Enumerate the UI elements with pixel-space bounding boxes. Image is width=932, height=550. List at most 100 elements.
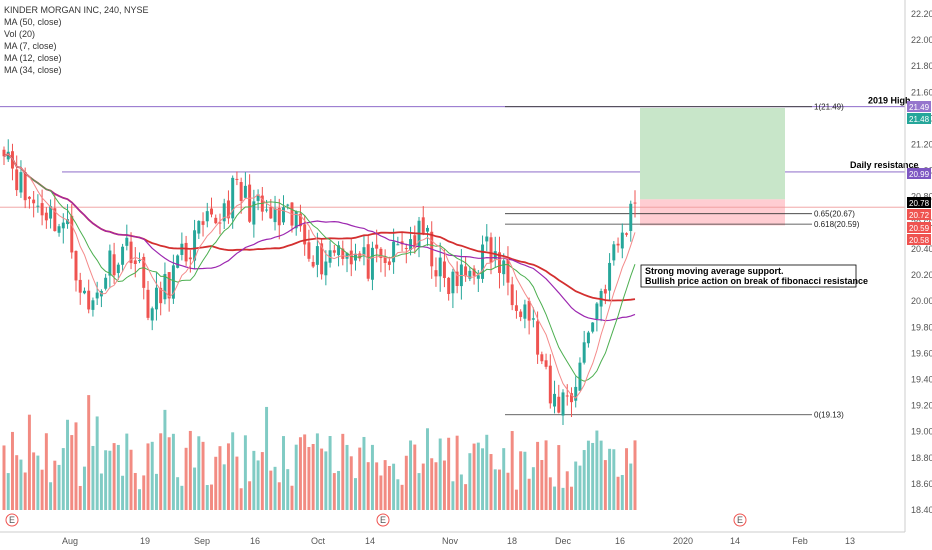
volume-bar <box>23 472 27 510</box>
volume-bar <box>129 449 133 510</box>
volume-bar <box>328 436 332 510</box>
volume-bar <box>176 477 180 510</box>
candle-body <box>476 275 480 279</box>
volume-bar <box>315 433 319 510</box>
volume-bar <box>523 451 527 510</box>
candle-body <box>286 204 290 206</box>
volume-bar <box>451 481 455 510</box>
volume-bar <box>138 489 141 510</box>
y-tick-label: 22.00 <box>911 35 932 45</box>
volume-bar <box>277 482 281 510</box>
label-layer: 2019 High Daily resistance 1(21.49) 0.65(20… <box>5 96 919 527</box>
candle-body <box>44 212 48 221</box>
x-tick-label: Oct <box>311 536 326 546</box>
volume-bar <box>167 437 171 510</box>
volume-bar <box>78 485 82 510</box>
volume-bar <box>591 442 595 510</box>
volume-bar <box>87 395 91 510</box>
candle-body <box>311 261 315 267</box>
candle-body <box>434 270 438 277</box>
volume-bar <box>180 485 184 510</box>
y-tick-label: 19.80 <box>911 322 932 332</box>
volume-bar <box>32 452 36 510</box>
candle-body <box>214 217 218 224</box>
volume-bar <box>536 441 540 510</box>
volume-bar <box>171 433 175 510</box>
candle-body <box>6 151 10 160</box>
volume-bar <box>70 435 74 510</box>
earnings-marker-label: E <box>737 515 743 525</box>
volume-bar <box>15 455 19 510</box>
volume-bar <box>629 463 633 510</box>
volume-bar <box>625 448 629 510</box>
legend-title: KINDER MORGAN INC, 240, NYSE <box>4 5 149 15</box>
candle-body <box>337 245 341 256</box>
volume-bar <box>633 440 637 510</box>
volume-bar <box>154 473 158 510</box>
candle-body <box>358 253 362 259</box>
volume-bar <box>311 443 315 510</box>
candle-body <box>116 264 120 274</box>
volume-bar <box>337 470 341 510</box>
candle-body <box>138 260 141 262</box>
candle-body <box>409 239 413 251</box>
x-tick-label: 13 <box>845 536 855 546</box>
y-tick-label: 20.80 <box>911 192 932 202</box>
volume-bar <box>260 452 264 510</box>
x-tick-label: 19 <box>140 536 150 546</box>
volume-bar <box>104 450 108 510</box>
candle-body <box>493 251 497 260</box>
volume-bar <box>417 473 421 510</box>
volume-bar <box>468 453 472 510</box>
volume-bar <box>498 469 501 510</box>
candle-body <box>612 244 616 261</box>
candle-body <box>349 250 353 265</box>
volume-bar <box>514 489 518 510</box>
volume-bar <box>502 448 506 510</box>
x-tick-label: 16 <box>250 536 260 546</box>
volume-bar <box>53 460 57 510</box>
candle-body <box>498 252 501 273</box>
candle-body <box>608 262 612 291</box>
volume-bar <box>354 478 357 510</box>
volume-bar <box>184 447 188 510</box>
volume-bar <box>375 462 379 510</box>
candle-body <box>197 220 201 234</box>
ma34-line <box>3 153 636 322</box>
volume-bar <box>82 466 86 510</box>
candle-body <box>146 289 150 318</box>
candle-body <box>32 199 36 204</box>
candle-body <box>514 305 518 311</box>
x-tick-label: Nov <box>442 536 459 546</box>
candle-body <box>468 270 472 279</box>
candle-body <box>426 227 429 232</box>
volume-bar <box>10 431 14 510</box>
candle-body <box>565 395 569 397</box>
x-tick-label: Sep <box>194 536 210 546</box>
volume-bar <box>205 485 209 510</box>
y-tick-label: 20.20 <box>911 270 932 280</box>
stop-zone <box>640 199 785 226</box>
price-badge-label: 21.48 <box>909 115 930 124</box>
candle-body <box>616 243 620 246</box>
candle-body <box>455 271 459 286</box>
candle-body <box>370 247 374 280</box>
volume-bar <box>36 455 40 510</box>
volume-bar <box>112 443 116 510</box>
candle-body <box>540 354 544 362</box>
x-tick-label: Feb <box>792 536 808 546</box>
candle-body <box>523 304 527 319</box>
candle-body <box>315 246 319 265</box>
volume-bar <box>294 444 298 510</box>
candle-body <box>193 230 197 261</box>
volume-bar <box>392 463 396 510</box>
volume-bar <box>256 460 260 510</box>
y-tick-label: 19.20 <box>911 401 932 411</box>
candle-body <box>404 248 408 250</box>
candle-body <box>553 393 557 407</box>
volume-bar <box>163 409 167 510</box>
candle-body <box>40 203 44 216</box>
target-zone <box>640 107 785 200</box>
x-tick-label: 16 <box>615 536 625 546</box>
